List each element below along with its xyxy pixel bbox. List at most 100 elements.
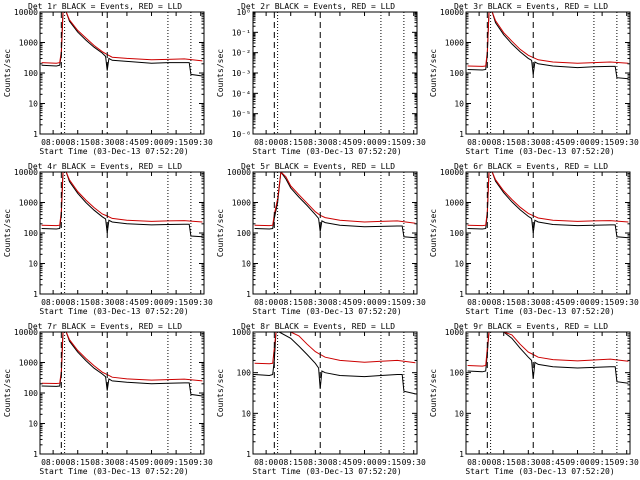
panel-title: Det 7r BLACK = Events, RED = LLD — [28, 322, 182, 331]
x-tick-label: 09:15 — [377, 458, 401, 467]
y-tick-label: 10 — [454, 260, 464, 269]
x-tick-label: 08:30 — [303, 138, 327, 147]
x-tick-label: 08:45 — [541, 458, 565, 467]
x-tick-label: 09:00 — [565, 138, 589, 147]
y-tick-label: 10⁻⁵ — [232, 110, 251, 119]
lld-line — [467, 332, 629, 367]
x-axis-title: Start Time (03-Dec-13 07:52:20) — [252, 307, 401, 316]
y-tick-label: 100 — [24, 389, 39, 398]
x-tick-label: 09:00 — [352, 298, 376, 307]
y-tick-label: 10000 — [14, 8, 38, 17]
y-tick-label: 1000 — [232, 328, 251, 337]
panel-title: Det 8r BLACK = Events, RED = LLD — [241, 322, 395, 331]
y-tick-label: 10 — [454, 100, 464, 109]
series-group — [254, 332, 416, 395]
y-tick-label: 100 — [237, 369, 252, 378]
series-group — [467, 332, 629, 384]
panel-title: Det 2r BLACK = Events, RED = LLD — [241, 2, 395, 11]
series-group — [41, 332, 203, 397]
y-tick-label: 10 — [241, 260, 251, 269]
y-tick-label: 1 — [33, 130, 38, 139]
x-axis-title: Start Time (03-Dec-13 07:52:20) — [465, 147, 614, 156]
y-tick-label: 1 — [459, 130, 464, 139]
x-tick-label: 08:45 — [328, 458, 352, 467]
axes-frame — [252, 331, 418, 455]
x-tick-label: 08:15 — [66, 298, 90, 307]
y-tick-label: 10 — [28, 260, 38, 269]
x-tick-label: 08:45 — [328, 138, 352, 147]
y-tick-label: 10⁻⁶ — [232, 130, 251, 139]
y-tick-label: 1000 — [445, 39, 464, 48]
y-tick-label: 10000 — [14, 328, 38, 337]
lld-line — [41, 172, 203, 227]
x-tick-label: 09:30 — [615, 458, 639, 467]
x-tick-label: 08:15 — [279, 458, 303, 467]
events-line — [467, 12, 629, 80]
x-tick-label: 08:45 — [115, 458, 139, 467]
y-axis-title: Counts/sec — [216, 209, 225, 257]
x-tick-label: 09:15 — [164, 458, 188, 467]
y-axis-title: Counts/sec — [3, 369, 12, 417]
x-tick-label: 08:00 — [254, 138, 278, 147]
x-tick-label: 09:15 — [164, 298, 188, 307]
x-tick-label: 09:30 — [615, 138, 639, 147]
y-tick-label: 1000 — [445, 328, 464, 337]
y-tick-label: 1 — [246, 450, 251, 459]
panel-title: Det 4r BLACK = Events, RED = LLD — [28, 162, 182, 171]
x-tick-label: 08:15 — [492, 298, 516, 307]
x-tick-label: 08:30 — [90, 298, 114, 307]
x-tick-label: 08:00 — [254, 458, 278, 467]
panel-title: Det 5r BLACK = Events, RED = LLD — [241, 162, 395, 171]
lld-line — [467, 12, 629, 67]
x-tick-label: 09:15 — [590, 298, 614, 307]
axes-frame — [465, 331, 631, 455]
events-line — [41, 12, 203, 77]
events-line — [254, 172, 416, 239]
x-tick-label: 09:15 — [164, 138, 188, 147]
y-tick-label: 1 — [459, 290, 464, 299]
y-axis-title: Counts/sec — [3, 49, 12, 97]
x-tick-label: 09:00 — [139, 458, 163, 467]
events-line — [254, 332, 416, 395]
y-tick-label: 10 — [241, 409, 251, 418]
x-tick-label: 08:30 — [303, 458, 327, 467]
y-tick-label: 10 — [28, 420, 38, 429]
y-tick-label: 100 — [450, 69, 465, 78]
y-tick-label: 10000 — [14, 168, 38, 177]
x-tick-label: 09:00 — [352, 458, 376, 467]
x-tick-label: 08:00 — [41, 458, 65, 467]
events-line — [41, 332, 203, 397]
x-tick-label: 09:00 — [352, 138, 376, 147]
y-tick-label: 1000 — [232, 199, 251, 208]
y-axis-title: Counts/sec — [3, 209, 12, 257]
x-tick-label: 08:45 — [115, 138, 139, 147]
lld-line — [467, 172, 629, 227]
y-tick-label: 1 — [33, 450, 38, 459]
x-axis-title: Start Time (03-Dec-13 07:52:20) — [465, 307, 614, 316]
x-axis-title: Start Time (03-Dec-13 07:52:20) — [39, 307, 188, 316]
series-group — [41, 172, 203, 238]
y-tick-label: 10⁻² — [232, 49, 251, 58]
x-tick-label: 08:15 — [66, 138, 90, 147]
x-axis-title: Start Time (03-Dec-13 07:52:20) — [39, 467, 188, 476]
x-tick-label: 08:00 — [41, 138, 65, 147]
y-axis-title: Counts/sec — [216, 49, 225, 97]
y-tick-label: 10⁻⁴ — [232, 89, 251, 98]
x-tick-label: 09:00 — [139, 298, 163, 307]
x-tick-label: 08:00 — [467, 298, 491, 307]
events-line — [467, 332, 629, 384]
x-tick-label: 08:45 — [328, 298, 352, 307]
y-axis-title: Counts/sec — [216, 369, 225, 417]
x-tick-label: 08:15 — [279, 138, 303, 147]
series-group — [467, 12, 629, 80]
x-tick-label: 08:30 — [516, 458, 540, 467]
x-tick-label: 08:30 — [90, 458, 114, 467]
x-tick-label: 08:00 — [467, 138, 491, 147]
events-line — [467, 172, 629, 239]
y-tick-label: 10000 — [440, 168, 464, 177]
x-tick-label: 09:00 — [139, 138, 163, 147]
